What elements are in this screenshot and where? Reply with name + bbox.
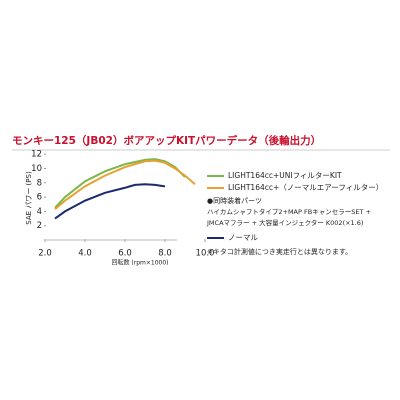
- legend-label: ノーマル: [228, 233, 258, 242]
- note: ●同時装着パーツ: [207, 196, 262, 205]
- y-tick-label: 12: [31, 150, 42, 160]
- y-axis-label: SAE パワー (PS): [25, 171, 33, 225]
- series-line: [54, 183, 166, 220]
- note: ハイカムシャフトタイプ2+MAP FBキャンセラーSET +: [207, 207, 371, 216]
- x-tick-label: 4.0: [78, 249, 92, 259]
- chart-title: モンキー125（JB02）ボアアップKITパワーデータ（後輪出力）: [12, 134, 321, 147]
- note: JMCAマフラー + 大容量インジェクター K002(×1.6): [206, 218, 363, 227]
- series-line: [54, 159, 196, 210]
- x-tick-label: 2.0: [38, 249, 52, 259]
- x-tick-label: 10.0: [196, 249, 215, 259]
- legend-label: LIGHT164cc+（ノーマルエアーフィルター）: [228, 183, 383, 192]
- x-axis-label: 回転数 (rpm×1000): [111, 259, 168, 267]
- legend-label: LIGHT164cc+UNIフィルターKIT: [228, 171, 342, 180]
- x-tick-label: 8.0: [158, 249, 172, 259]
- y-tick-label: 2: [37, 221, 42, 231]
- note: ※キタコ計測値につき実走行とは異なります。: [207, 247, 352, 256]
- y-tick-label: 8: [37, 178, 42, 188]
- y-tick-label: 10: [31, 164, 42, 174]
- x-tick-label: 6.0: [118, 249, 132, 259]
- y-tick-label: 4: [37, 207, 42, 217]
- series-line: [54, 158, 186, 209]
- y-tick-label: 6: [37, 193, 42, 203]
